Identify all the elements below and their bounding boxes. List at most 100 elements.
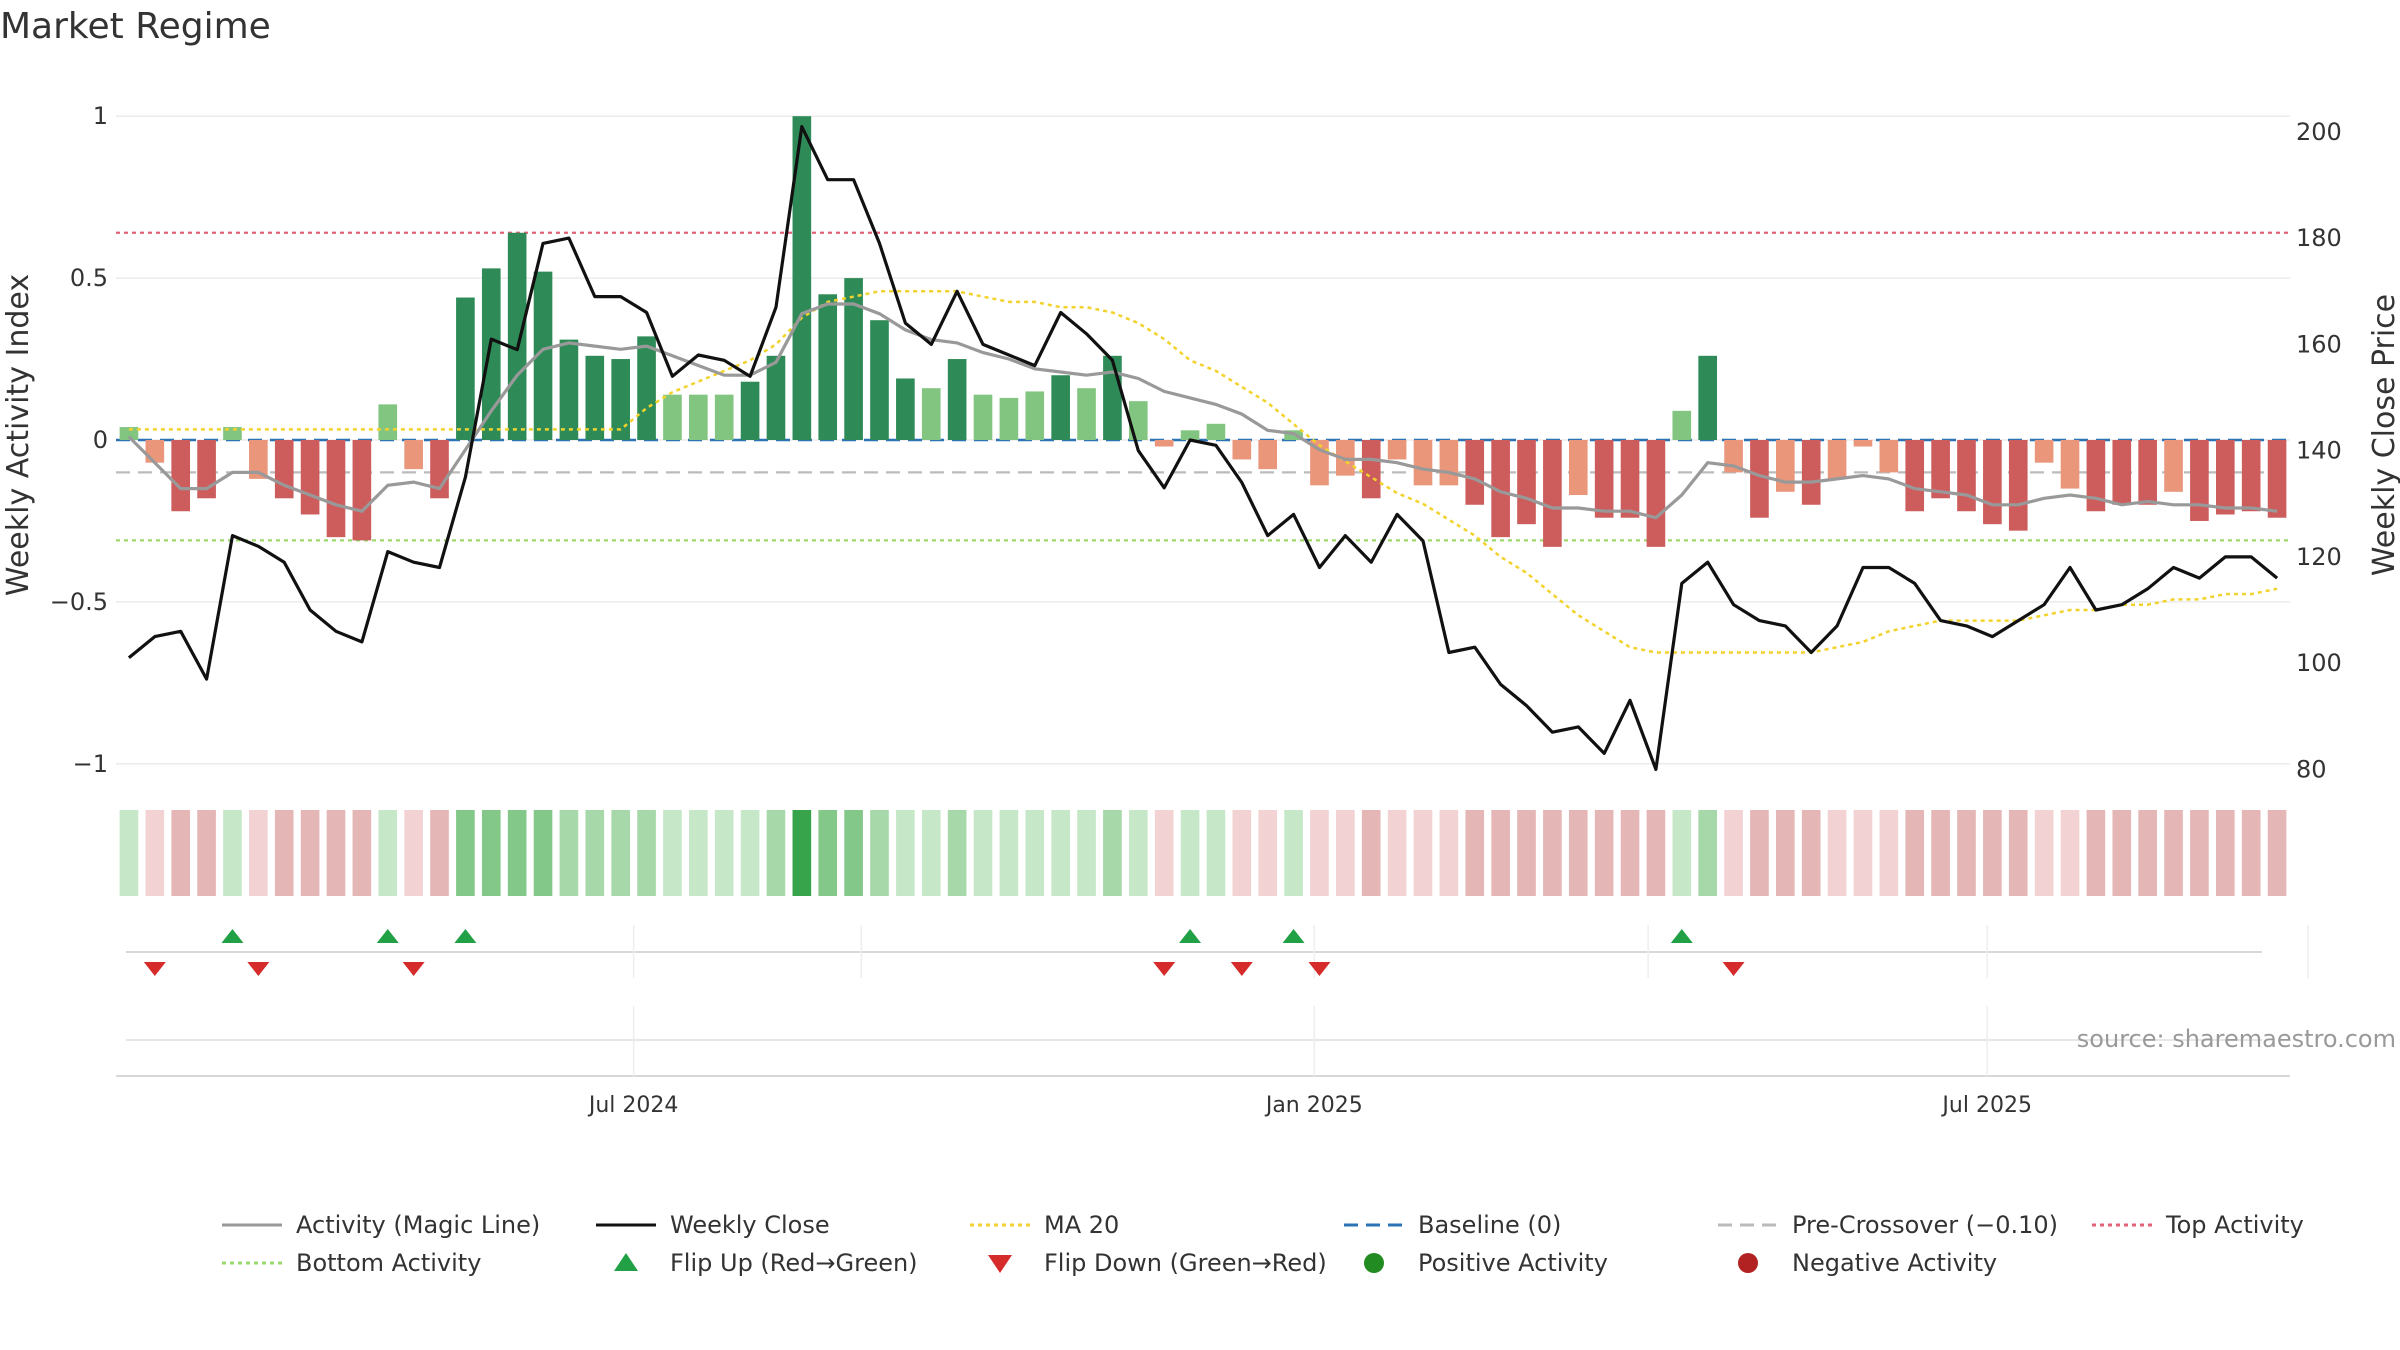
heat-cell xyxy=(2086,810,2106,896)
activity-bar xyxy=(1258,440,1278,470)
heat-cell xyxy=(171,810,191,896)
legend-label: Flip Down (Green→Red) xyxy=(1044,1249,1327,1277)
magic-line xyxy=(127,302,2278,520)
heat-cell xyxy=(1051,810,1070,896)
flip-down-marker xyxy=(1722,962,1745,976)
heat-cell xyxy=(2164,810,2183,896)
activity-bar xyxy=(2190,440,2209,521)
date-axis: Jul 2024 Jan 2025 Jul 2025 xyxy=(116,1006,2290,1118)
reference-lines xyxy=(116,231,2290,542)
legend-label: Baseline (0) xyxy=(1418,1211,1561,1239)
y-tick-label: −1 xyxy=(73,750,108,778)
heat-cell xyxy=(999,810,1019,896)
y2-tick-label: 200 xyxy=(2296,118,2342,146)
heat-cell xyxy=(2267,810,2287,896)
heat-cell xyxy=(2008,810,2028,896)
activity-bar xyxy=(973,394,993,440)
heat-cell xyxy=(947,810,967,896)
y-tick-label: 1 xyxy=(93,102,108,130)
activity-bars xyxy=(119,116,2287,547)
heat-cell xyxy=(456,810,475,896)
activity-bar xyxy=(1543,440,1562,547)
activity-bar xyxy=(378,404,398,440)
activity-bar xyxy=(2086,440,2106,512)
legend-label: Negative Activity xyxy=(1792,1249,1997,1277)
activity-bar xyxy=(274,440,294,499)
activity-bar xyxy=(1206,423,1226,440)
flip-up-marker xyxy=(221,929,244,943)
flip-up-marker xyxy=(1282,929,1305,943)
activity-bar xyxy=(1672,410,1692,440)
y2-tick-label: 120 xyxy=(2296,543,2342,571)
activity-bar xyxy=(2060,440,2080,489)
activity-bar xyxy=(1103,355,1122,440)
activity-bar xyxy=(1620,440,1640,518)
heat-cell xyxy=(1568,810,1588,896)
activity-bar xyxy=(921,388,941,440)
heat-cell xyxy=(611,810,630,896)
heat-cell xyxy=(2215,810,2235,896)
activity-bar xyxy=(1750,440,1769,518)
activity-bar xyxy=(1232,440,1252,460)
activity-bar xyxy=(2164,440,2183,492)
heat-cell xyxy=(1905,810,1925,896)
heat-cell xyxy=(249,810,268,896)
flip-up-marker xyxy=(1179,929,1202,943)
activity-bar xyxy=(1879,440,1899,473)
legend: Activity (Magic Line) Weekly Close MA 20 Ba… xyxy=(222,1211,2304,1277)
heat-cell xyxy=(430,810,449,896)
weekly-close-line xyxy=(127,124,2279,772)
heat-cell xyxy=(1103,810,1122,896)
heat-cell xyxy=(507,810,527,896)
heat-cell xyxy=(1180,810,1200,896)
series-lines xyxy=(127,124,2279,772)
date-tick-label: Jul 2025 xyxy=(1940,1093,2032,1118)
y2-axis-label: Weekly Close Price xyxy=(2367,294,2400,576)
activity-bar xyxy=(1077,388,1096,440)
heat-cell xyxy=(197,810,216,896)
activity-bar xyxy=(1051,375,1070,440)
heat-cell xyxy=(689,810,708,896)
y2-tick-label: 180 xyxy=(2296,224,2342,252)
heat-cell xyxy=(1879,810,1899,896)
activity-bar xyxy=(2008,440,2028,531)
y2-tick-label: 140 xyxy=(2296,437,2342,465)
activity-bar xyxy=(300,440,320,515)
heat-cell xyxy=(223,810,242,896)
heat-cell xyxy=(1646,810,1666,896)
flip-down-marker xyxy=(1308,962,1331,976)
flip-up-marker xyxy=(454,929,477,943)
activity-bar xyxy=(1594,440,1614,518)
activity-bar xyxy=(1931,440,1950,499)
legend-label: Bottom Activity xyxy=(296,1249,481,1277)
heat-cell xyxy=(1543,810,1562,896)
heat-cell xyxy=(585,810,605,896)
activity-bar xyxy=(2034,440,2054,463)
ma20-line xyxy=(128,290,2278,654)
activity-bar xyxy=(1568,440,1588,496)
activity-bar xyxy=(1957,440,1976,512)
legend-label: Positive Activity xyxy=(1418,1249,1608,1277)
activity-bar xyxy=(1801,440,1821,505)
y-tick-label: −0.5 xyxy=(50,588,108,616)
heat-cell xyxy=(1206,810,1226,896)
activity-bar xyxy=(404,440,423,470)
activity-bar xyxy=(1025,391,1045,440)
activity-bar xyxy=(611,359,630,440)
heat-cell xyxy=(1128,810,1148,896)
flip-down-marker xyxy=(402,962,425,976)
activity-bar xyxy=(766,355,786,440)
heat-cell xyxy=(714,810,734,896)
heat-cell xyxy=(870,810,889,896)
y-axis-label: Weekly Activity Index xyxy=(1,274,36,596)
heat-cell xyxy=(145,810,165,896)
source-label: source: sharemaestro.com xyxy=(2077,1025,2396,1053)
activity-bar xyxy=(896,378,915,440)
heat-cell xyxy=(559,810,579,896)
activity-bar xyxy=(999,397,1019,440)
flip-down-marker xyxy=(143,962,166,976)
legend-swatch xyxy=(1364,1253,1384,1273)
heat-cell xyxy=(663,810,682,896)
activity-bar xyxy=(1698,355,1717,440)
